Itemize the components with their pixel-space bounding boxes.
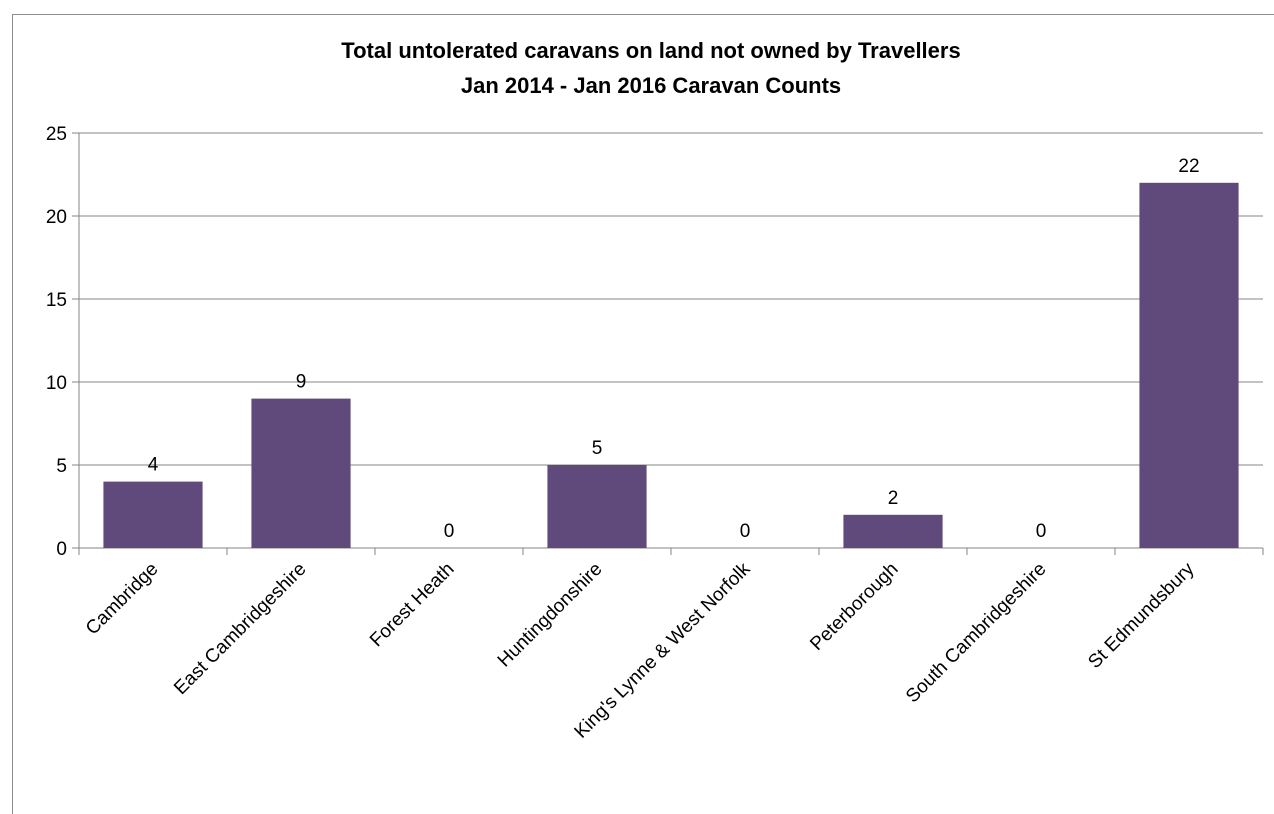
x-tick-labels: Cambridge East Cambridgeshire Forest Heath…	[82, 558, 1199, 742]
data-label: 2	[888, 488, 899, 509]
data-label: 4	[148, 455, 159, 476]
data-label: 5	[592, 438, 603, 459]
x-tick-label: East Cambridgeshire	[170, 559, 310, 699]
bar	[251, 398, 351, 548]
data-label: 22	[1178, 156, 1199, 177]
chart-frame: Total untolerated caravans on land not o…	[12, 14, 1274, 814]
bar	[103, 481, 203, 548]
data-label: 0	[1036, 521, 1047, 542]
chart-title-line-2: Jan 2014 - Jan 2016 Caravan Counts	[461, 73, 841, 98]
x-tick-label: King's Lynne & West Norfolk	[571, 558, 755, 742]
data-label: 0	[740, 521, 751, 542]
x-tick-label: Cambridge	[82, 559, 163, 640]
y-tick-label: 0	[56, 539, 67, 560]
y-tick-label: 10	[46, 373, 67, 394]
y-tick-label: 15	[46, 290, 67, 311]
chart-title-line-1: Total untolerated caravans on land not o…	[341, 38, 960, 63]
data-labels: 4 9 0 5 0 2 0 22	[148, 156, 1200, 542]
x-tick-label: Peterborough	[806, 559, 902, 655]
y-tick-label: 20	[46, 207, 67, 228]
x-tick-label: Huntingdonshire	[494, 559, 607, 672]
y-tick-labels: 0 5 10 15 20 25	[46, 124, 67, 560]
bar	[1139, 182, 1239, 549]
bars	[103, 182, 1239, 549]
gridlines	[72, 132, 1263, 549]
y-tick-label: 5	[56, 456, 67, 477]
data-label: 9	[296, 372, 307, 393]
x-tick-label: St Edmundsbury	[1084, 558, 1199, 673]
x-tick-label: South Cambridgeshire	[902, 559, 1051, 708]
bar	[547, 465, 647, 548]
y-tick-label: 25	[46, 124, 67, 145]
x-tick-label: Forest Heath	[366, 559, 459, 652]
data-label: 0	[444, 521, 455, 542]
bar-chart: Total untolerated caravans on land not o…	[46, 38, 1264, 743]
bar	[843, 514, 943, 548]
